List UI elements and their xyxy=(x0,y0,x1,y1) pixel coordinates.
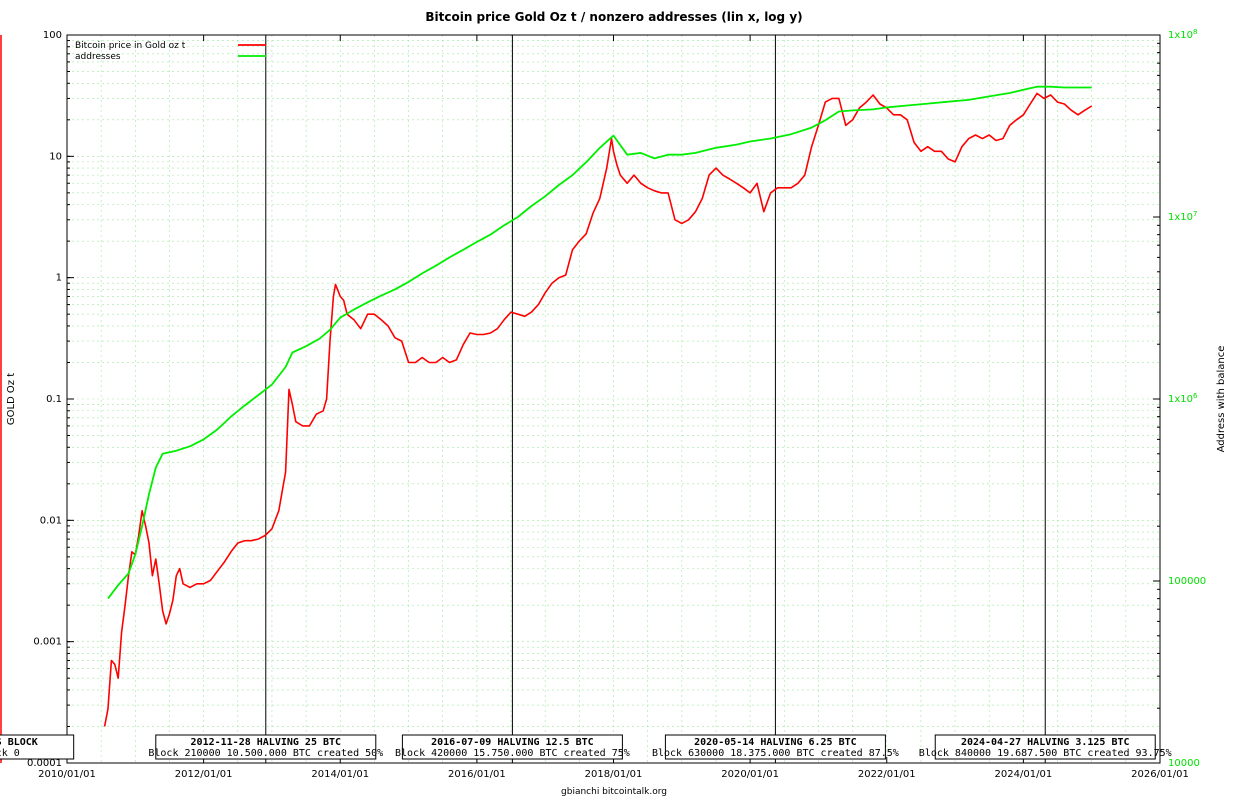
y2-tick-base: 1x10 xyxy=(1168,394,1193,405)
x-tick-label: 2018/01/01 xyxy=(585,769,643,780)
y2-tick-label: 1x107 xyxy=(1168,210,1197,223)
halving-label-title: GENESIS BLOCK xyxy=(0,737,38,748)
y2-tick-label: 10000 xyxy=(1168,758,1200,769)
halving-label-frame xyxy=(401,734,623,760)
y2-tick-label: 1x108 xyxy=(1168,28,1197,41)
halving-label-detail: Block 0 xyxy=(0,748,20,759)
y-tick-label: 0.01 xyxy=(40,515,62,526)
halving-label-title: 2024-04-27 HALVING 3.125 BTC xyxy=(961,737,1130,748)
x-tick-label: 2012/01/01 xyxy=(175,769,233,780)
halving-labels: GENESIS BLOCKBlock 0 2012-11-28 HALVING 2… xyxy=(0,734,1172,760)
axis-ticks: 2010/01/01 2012/01/01 2014/01/01 2016/01/01… xyxy=(27,28,1206,780)
x-tick-label: 2026/01/01 xyxy=(1131,769,1189,780)
legend-label: Bitcoin price in Gold oz t xyxy=(75,41,186,51)
halving-label-box: GENESIS BLOCKBlock 0 xyxy=(0,734,75,760)
series xyxy=(103,85,1093,727)
x-tick-label: 2024/01/01 xyxy=(995,769,1053,780)
halving-label-title: 2016-07-09 HALVING 12.5 BTC xyxy=(431,737,594,748)
halving-lines xyxy=(265,35,1046,763)
y2-tick-exponent: 8 xyxy=(1193,28,1197,36)
y-tick-label: 0.1 xyxy=(46,394,62,405)
series-line-price xyxy=(103,92,1093,727)
halving-label-frame xyxy=(664,734,886,760)
halving-label-detail: Block 840000 19.687.500 BTC created 93.7… xyxy=(919,748,1172,759)
x-tick-label: 2022/01/01 xyxy=(858,769,916,780)
series-line-addresses xyxy=(107,85,1092,600)
y2-tick-label: 1x106 xyxy=(1168,392,1198,405)
y2-tick-base: 10000 xyxy=(1168,758,1200,769)
credit-text: gbianchi bitcointalk.org xyxy=(561,787,667,797)
y2-tick-label: 100000 xyxy=(1168,576,1206,587)
halving-label-frame xyxy=(0,734,75,760)
y2-tick-exponent: 7 xyxy=(1193,210,1197,218)
y-axis-label: GOLD Oz t xyxy=(6,373,17,425)
halving-label-title: 2020-05-14 HALVING 6.25 BTC xyxy=(694,737,857,748)
y-tick-label: 10 xyxy=(49,151,62,162)
halving-label-title: 2012-11-28 HALVING 25 BTC xyxy=(191,737,342,748)
halving-label-frame xyxy=(934,734,1156,760)
y-tick-label: 0.0001 xyxy=(27,758,62,769)
x-tick-label: 2010/01/01 xyxy=(38,769,96,780)
chart-title: Bitcoin price Gold Oz t / nonzero addres… xyxy=(425,10,802,24)
halving-label-detail: Block 420000 15.750.000 BTC created 75% xyxy=(395,748,630,759)
y2-tick-base: 100000 xyxy=(1168,576,1206,587)
y-tick-label: 100 xyxy=(43,30,62,41)
x-tick-label: 2014/01/01 xyxy=(311,769,369,780)
y-tick-label: 1 xyxy=(56,273,62,284)
y2-tick-base: 1x10 xyxy=(1168,30,1193,41)
y2-tick-exponent: 6 xyxy=(1193,392,1198,400)
y2-axis-label: Address with balance xyxy=(1216,346,1227,453)
x-tick-label: 2016/01/01 xyxy=(448,769,506,780)
halving-label-detail: Block 210000 10.500.000 BTC created 50% xyxy=(148,748,383,759)
x-tick-label: 2020/01/01 xyxy=(721,769,779,780)
halving-label-detail: Block 630000 18.375.000 BTC created 87.5… xyxy=(652,748,899,759)
halving-label-frame xyxy=(155,734,377,760)
legend-label: addresses xyxy=(75,52,121,62)
y-tick-label: 0.001 xyxy=(33,637,62,648)
y2-tick-base: 1x10 xyxy=(1168,212,1193,223)
